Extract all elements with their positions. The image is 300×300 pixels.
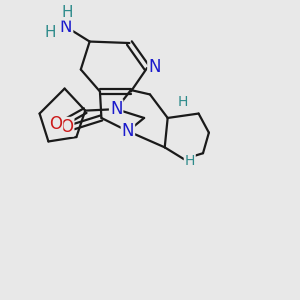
Text: H: H xyxy=(177,95,188,109)
Text: N: N xyxy=(110,100,122,118)
Text: H: H xyxy=(44,25,56,40)
Text: O: O xyxy=(61,118,74,136)
Text: N: N xyxy=(122,122,134,140)
Text: O: O xyxy=(49,115,62,133)
Text: H: H xyxy=(62,5,73,20)
Text: H: H xyxy=(184,154,195,168)
Text: N: N xyxy=(60,18,72,36)
Text: N: N xyxy=(148,58,161,76)
